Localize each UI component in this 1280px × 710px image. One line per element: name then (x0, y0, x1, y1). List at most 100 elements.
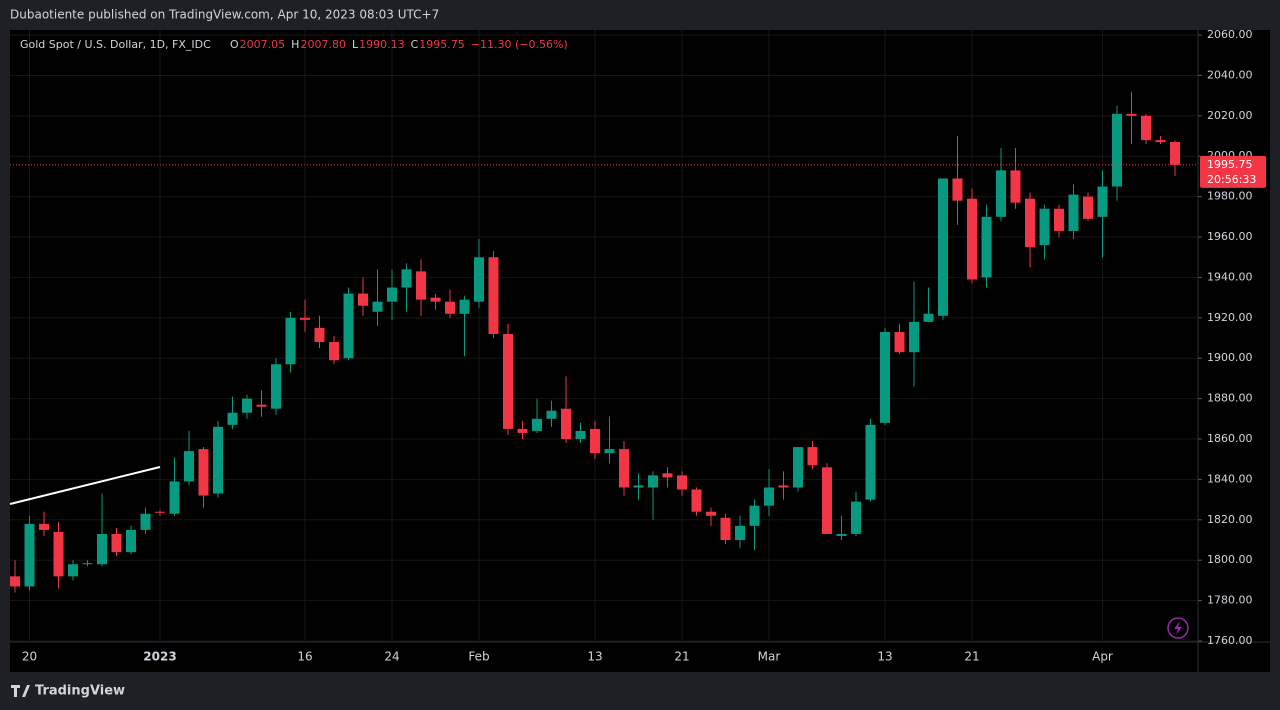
candle-body (242, 398, 252, 413)
candle-body (1068, 194, 1079, 231)
candle-body (880, 331, 890, 423)
y-tick-label: 1780.00 (1207, 594, 1253, 607)
candle-body (720, 517, 731, 540)
alert-icon[interactable] (1167, 617, 1189, 639)
y-tick-label: 2040.00 (1207, 68, 1253, 81)
legend-value: −11.30 (−0.56%) (471, 38, 568, 51)
candle-body (430, 297, 441, 302)
candle-body (169, 481, 180, 514)
candle-body (793, 447, 803, 488)
candle-body (923, 313, 934, 322)
candle-body (126, 529, 136, 553)
y-tick-label: 1820.00 (1207, 513, 1253, 526)
candle-body (213, 426, 223, 494)
candle-body (387, 287, 397, 302)
candle-body (851, 501, 861, 534)
y-tick-label: 2060.00 (1207, 28, 1253, 41)
candle-body (474, 257, 484, 302)
candle-body (807, 447, 818, 466)
candle-body (416, 271, 426, 300)
candle-body (97, 533, 107, 565)
y-tick-label: 1980.00 (1207, 190, 1253, 203)
candle-body (1025, 198, 1035, 248)
legend-value: 2007.05 (240, 38, 286, 51)
legend-label: H (291, 38, 299, 51)
last-price-box (1200, 155, 1266, 188)
alert-icon-bolt (1174, 621, 1182, 635)
candle-body (53, 531, 64, 577)
x-tick-label: 2023 (143, 650, 176, 664)
x-tick-label: 21 (964, 650, 979, 664)
candle-body (1170, 141, 1180, 165)
candle-body (604, 449, 615, 454)
candle-body (314, 327, 325, 343)
candle-body (575, 430, 586, 440)
x-tick-label: Feb (468, 650, 489, 664)
candle-body (836, 533, 847, 536)
candle-body (256, 404, 267, 407)
legend-value: 1990.13 (359, 38, 405, 51)
candle-body (764, 487, 774, 506)
candle-body (343, 293, 354, 359)
y-tick-label: 1760.00 (1207, 634, 1253, 647)
y-tick-label: 2020.00 (1207, 109, 1253, 122)
candle-body (111, 533, 122, 553)
candle-body (10, 576, 20, 587)
y-tick-label: 1900.00 (1207, 351, 1253, 364)
y-tick-label: 1840.00 (1207, 472, 1253, 485)
candle-body (459, 299, 470, 314)
candle-body (401, 269, 412, 288)
candle-body (590, 428, 600, 454)
candle-body (68, 564, 78, 577)
candle-body (1112, 113, 1122, 187)
candle-body (1097, 186, 1108, 217)
candle-body (488, 257, 499, 334)
x-tick-label: 13 (877, 650, 892, 664)
candle-body (300, 317, 310, 320)
candle-body (967, 198, 977, 280)
y-tick-label: 1880.00 (1207, 392, 1253, 405)
trend-line (9, 466, 161, 505)
candle-body (691, 489, 702, 512)
candle-body (24, 523, 35, 587)
candle-body (1083, 196, 1093, 219)
candle-body (329, 342, 339, 361)
candle-body (358, 293, 368, 306)
candle-body (184, 451, 194, 482)
legend-value: 1995.75 (419, 38, 465, 51)
legend-value: 2007.80 (300, 38, 346, 51)
candle-body (1054, 208, 1064, 231)
candle-body (1155, 140, 1166, 143)
candle-body (155, 511, 165, 513)
candle-body (633, 485, 644, 488)
candle-body (517, 428, 528, 433)
candle-body (996, 170, 1006, 217)
candle-body (271, 364, 281, 409)
candle-body (677, 475, 687, 490)
legend-label: O (230, 38, 239, 51)
candle-body (648, 475, 658, 488)
candle-body (894, 331, 905, 353)
last-price-label: 1995.75 (1207, 158, 1253, 171)
candle-body (822, 467, 832, 534)
x-tick-label: 13 (587, 650, 602, 664)
legend-label: C (411, 38, 419, 51)
y-tick-label: 1940.00 (1207, 270, 1253, 283)
candle-body (865, 424, 876, 500)
y-tick-label: 1860.00 (1207, 432, 1253, 445)
candle-body (981, 216, 992, 278)
x-tick-label: 24 (384, 650, 399, 664)
candle-body (39, 523, 49, 530)
candle-body (532, 418, 542, 431)
candle-body (1141, 115, 1151, 141)
candle-body (445, 301, 455, 314)
candle-body (735, 525, 745, 540)
candle-body (1039, 208, 1050, 246)
header-text: Dubaotiente published on TradingView.com… (10, 8, 439, 22)
chart-title: Gold Spot / U.S. Dollar, 1D, FX_IDC (20, 38, 211, 51)
candle-body (749, 505, 760, 526)
footer-brand: TradingView (35, 684, 125, 699)
x-tick-label: 21 (674, 650, 689, 664)
